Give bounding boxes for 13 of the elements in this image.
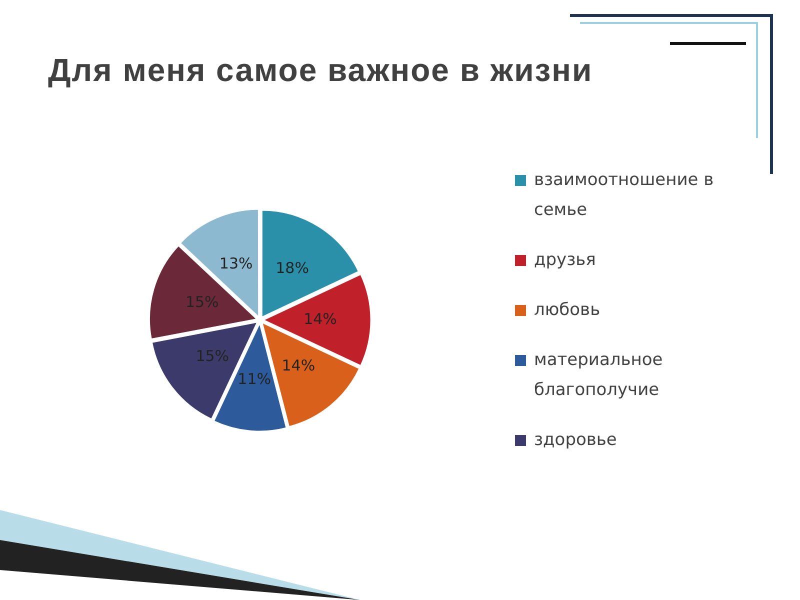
data-label: 18% [276,259,309,278]
data-label: 13% [219,254,253,273]
data-label: 11% [238,370,271,388]
legend-label: материальное благополучие [534,349,664,402]
legend-label: здоровье [534,429,617,452]
legend-label: друзья [534,249,596,272]
data-label: 14% [304,310,337,328]
legend-label: любовь [534,299,600,322]
data-label: 15% [185,293,219,312]
chart-title: Для меня самое важное в жизни [48,52,593,89]
legend-label: взаимоотношение в семье [534,169,715,222]
data-label: 15% [196,346,230,365]
data-label: 14% [282,356,316,374]
